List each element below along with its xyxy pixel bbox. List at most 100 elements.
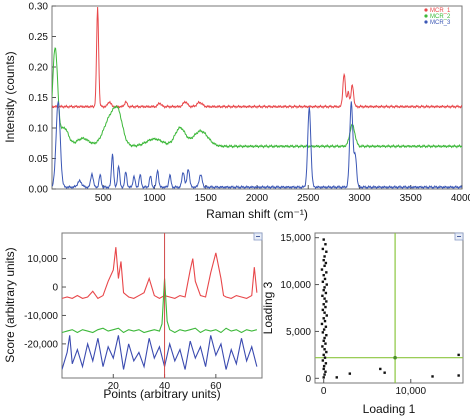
legend-marker [424,20,428,24]
loadings-point [457,353,460,357]
loadings-x-tick-label: 10,000 [395,386,426,397]
score-line-mcr-2 [62,278,258,334]
spectra-x-tick-label: 1500 [195,193,218,204]
loadings-point [323,348,326,351]
spectra-y-axis-label: Intensity (counts) [3,51,17,142]
loadings-point [325,350,328,354]
scores-series [62,233,258,378]
spectrum-line-mcr-1 [52,7,462,109]
scores-y-tick-label: 10,000 [27,254,58,265]
score-line-mcr-1 [62,247,258,300]
spectra-y-tick-label: 0.10 [29,124,49,135]
scores-x-tick-label: 20 [108,381,120,392]
loadings-point [322,376,325,379]
loadings-point [325,300,328,303]
loadings-point [322,288,325,292]
loadings-point [321,345,324,348]
spectra-y-tick-label: 0.00 [29,185,49,196]
loadings-point [324,325,328,328]
loadings-point [321,280,325,283]
loadings-point [322,339,325,343]
loadings-point [383,371,386,374]
loadings-point [322,258,325,262]
loadings-point [324,370,327,373]
legend-entry: MCR_2 [430,14,451,20]
loadings-point [323,373,326,376]
loadings-crosshair-marker[interactable] [393,355,397,360]
spectra-x-tick-label: 3000 [348,193,371,204]
spectra-y-tick-label: 0.05 [29,154,49,165]
loadings-point [323,255,326,258]
loadings-point [321,359,325,362]
loadings-point [321,247,325,251]
loadings-point [323,297,326,300]
loadings-point [323,336,326,340]
spectra-x-tick-label: 2000 [246,193,269,204]
loadings-point [335,376,338,379]
loadings-point [322,328,326,331]
loadings-point [325,314,328,317]
loadings-point [322,273,325,277]
scores-x-tick-label: 40 [159,381,171,392]
loadings-point [323,311,326,314]
loadings-point [323,286,326,289]
loadings-point [322,238,325,241]
loadings-point [322,317,325,320]
scores-plot-area [61,232,263,379]
loadings-point [323,356,327,359]
loadings-point [325,283,328,286]
spectra-x-tick-label: 1000 [143,193,166,204]
spectra-y-tick-label: 0.30 [29,2,49,13]
legend-entry: MCR_3 [430,20,451,26]
loadings-y-axis-label: Loading 3 [261,281,275,334]
loadings-point [324,342,327,345]
loadings-point [324,243,327,246]
spectra-y-tick-label: 0.20 [29,63,49,74]
loadings-point [324,305,327,309]
spectra-y-tick-label: 0.15 [29,93,49,104]
spectrum-line-mcr-3 [52,100,462,189]
loadings-point [431,375,434,378]
loadings-point [324,291,328,295]
loadings-ticks: 0 10,000 15,000 10,000 5,000 0 [280,233,426,397]
loadings-plot-area [314,232,464,384]
spectrum-line-mcr-2 [52,47,462,149]
spectra-plot-area [51,5,463,190]
loadings-point [321,294,324,298]
legend-marker [424,8,428,12]
loadings-point [324,362,328,365]
loadings-point [325,333,328,337]
loadings-point [323,277,327,281]
loadings-point [348,372,352,375]
loadings-point [321,308,325,312]
loadings-point [320,322,324,326]
loadings-point [457,374,460,377]
loadings-y-tick-label: 15,000 [280,233,311,244]
spectra-x-tick-label: 2500 [297,193,320,204]
score-line-mcr-3 [62,335,258,370]
loadings-point [325,271,328,274]
loadings-x-tick-label: 0 [321,386,327,397]
loadings-point [322,303,325,306]
loadings-point [322,367,325,371]
spectra-x-tick-label: 3500 [400,193,423,204]
loadings-points [315,233,463,383]
loadings-point [322,364,326,368]
loadings-point [324,261,328,265]
loadings-point [320,268,324,271]
scores-x-tick-label: 60 [210,381,222,392]
scores-y-tick-label: -10,000 [24,311,58,322]
scores-chart: 20 40 60 10,000 0 -10,000 -20,000 Points (arbi… [3,232,263,401]
loadings-chart: 0 10,000 15,000 10,000 5,000 0 Loading 1 Load… [261,232,464,416]
loadings-point [321,331,325,334]
loadings-point [379,367,382,371]
loadings-y-tick-label: 10,000 [280,280,311,291]
spectra-x-tick-label: 500 [95,193,112,204]
loadings-point [322,353,325,357]
loadings-y-tick-label: 5,000 [286,327,311,338]
